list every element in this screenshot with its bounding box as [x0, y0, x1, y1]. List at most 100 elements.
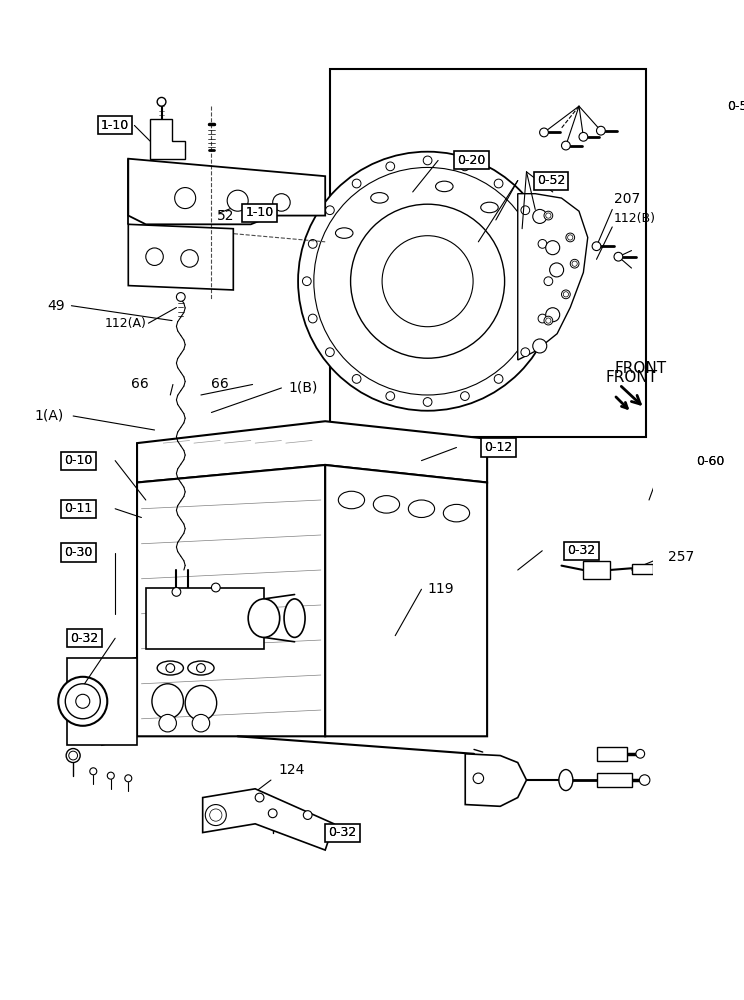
Circle shape [166, 664, 175, 672]
Text: 0-60: 0-60 [696, 455, 725, 468]
Bar [146, 588, 264, 649]
Circle shape [533, 339, 547, 353]
Ellipse shape [373, 496, 400, 513]
Circle shape [538, 240, 547, 248]
Circle shape [473, 773, 484, 784]
Polygon shape [150, 119, 185, 159]
Circle shape [423, 156, 432, 165]
Ellipse shape [408, 500, 434, 518]
Circle shape [538, 314, 547, 323]
Text: 0-11: 0-11 [64, 502, 92, 515]
Text: 0-10: 0-10 [64, 454, 92, 467]
Circle shape [211, 583, 220, 592]
Circle shape [546, 213, 551, 218]
Circle shape [172, 588, 181, 596]
Text: 207: 207 [614, 192, 641, 206]
Text: FRONT: FRONT [606, 370, 658, 385]
Text: 257: 257 [668, 550, 694, 564]
Ellipse shape [152, 684, 184, 719]
Ellipse shape [284, 599, 305, 637]
Polygon shape [325, 465, 487, 736]
Circle shape [636, 749, 644, 758]
Circle shape [304, 811, 312, 819]
Text: 0-32: 0-32 [329, 826, 357, 839]
Circle shape [539, 128, 548, 137]
Text: 0-12: 0-12 [484, 441, 513, 454]
Ellipse shape [371, 193, 388, 203]
Circle shape [550, 263, 564, 277]
Circle shape [269, 809, 277, 818]
Circle shape [545, 308, 559, 322]
Circle shape [352, 179, 361, 188]
Bar [597, 773, 632, 787]
Text: 0-10: 0-10 [64, 454, 92, 467]
Polygon shape [128, 159, 325, 224]
Bar [330, 69, 646, 437]
FancyBboxPatch shape [325, 824, 360, 842]
Circle shape [159, 714, 176, 732]
Circle shape [544, 211, 553, 220]
Polygon shape [202, 789, 334, 850]
Text: 1-10: 1-10 [246, 206, 274, 219]
Text: 0-32: 0-32 [329, 826, 357, 839]
Circle shape [66, 749, 80, 763]
Circle shape [494, 375, 503, 383]
Text: 112(B): 112(B) [614, 212, 656, 225]
Text: 1-10: 1-10 [101, 119, 129, 132]
Text: 49: 49 [47, 299, 65, 313]
Text: 0-52: 0-52 [727, 100, 744, 113]
Circle shape [563, 292, 568, 297]
Circle shape [566, 233, 574, 242]
FancyBboxPatch shape [61, 543, 96, 562]
Polygon shape [137, 465, 325, 736]
Text: 1(A): 1(A) [35, 409, 64, 423]
Circle shape [663, 563, 673, 574]
Text: 1(B): 1(B) [289, 381, 318, 395]
Circle shape [65, 684, 100, 719]
Text: 0-12: 0-12 [484, 441, 513, 454]
Ellipse shape [187, 661, 214, 675]
Circle shape [572, 261, 577, 266]
Text: 66: 66 [131, 377, 149, 391]
Polygon shape [137, 421, 487, 482]
Ellipse shape [559, 770, 573, 791]
Circle shape [210, 809, 222, 821]
Circle shape [308, 314, 317, 323]
Text: 112(A): 112(A) [105, 317, 147, 330]
Text: 119: 119 [428, 582, 455, 596]
Circle shape [533, 209, 547, 223]
Text: 1-10: 1-10 [246, 206, 274, 219]
Circle shape [461, 392, 469, 400]
Circle shape [461, 162, 469, 171]
Circle shape [326, 348, 334, 357]
Circle shape [303, 277, 311, 286]
Circle shape [544, 277, 553, 286]
Circle shape [255, 793, 264, 802]
Circle shape [579, 132, 588, 141]
Circle shape [157, 97, 166, 106]
Circle shape [76, 694, 90, 708]
Text: 66: 66 [211, 377, 229, 391]
Circle shape [544, 316, 553, 325]
Polygon shape [102, 658, 137, 745]
Circle shape [205, 805, 226, 826]
Text: FRONT: FRONT [614, 361, 666, 376]
Circle shape [273, 194, 290, 211]
Text: 0-32: 0-32 [568, 544, 596, 557]
Text: 52: 52 [217, 209, 234, 223]
Polygon shape [128, 224, 234, 290]
Circle shape [423, 398, 432, 406]
FancyBboxPatch shape [481, 438, 516, 457]
Circle shape [181, 250, 199, 267]
Circle shape [146, 248, 163, 265]
Circle shape [350, 204, 504, 358]
Text: 0-20: 0-20 [457, 154, 486, 167]
Ellipse shape [157, 661, 184, 675]
Circle shape [521, 206, 530, 215]
Ellipse shape [248, 599, 280, 637]
Circle shape [386, 162, 394, 171]
Circle shape [545, 241, 559, 255]
Circle shape [125, 775, 132, 782]
Text: 0-32: 0-32 [71, 632, 99, 645]
Circle shape [592, 242, 601, 251]
